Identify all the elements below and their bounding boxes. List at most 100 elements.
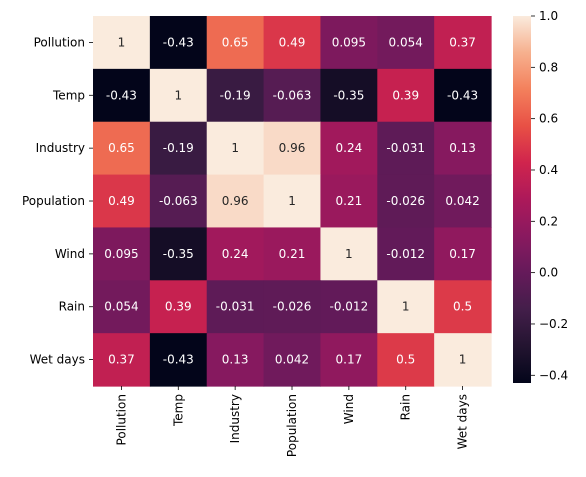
cell-value-label: -0.012 [386, 247, 425, 261]
cell-value-label: 1 [345, 247, 353, 261]
cell-value-label: -0.43 [106, 88, 137, 102]
cell-value-label: 1 [459, 353, 467, 367]
colorbar-tick-label: −0.2 [539, 317, 568, 331]
cell-value-label: 0.39 [392, 88, 419, 102]
cell-value-label: 0.49 [108, 194, 135, 208]
heatmap-cell [320, 16, 378, 70]
cell-value-label: 0.5 [453, 300, 472, 314]
heatmap-cell [149, 68, 208, 123]
heatmap-cell [377, 333, 435, 387]
heatmap-cell [377, 121, 435, 176]
colorbar [513, 16, 531, 383]
colorbar-tick-label: 0.8 [539, 60, 558, 74]
heatmap-cell-labels: 1 -0.43 0.65 0.49 0.095 0.054 0.37 -0.43 1 -0.19 -… [104, 35, 480, 366]
colorbar-ticks: −0.4 −0.2 0.0 0.2 0.4 0.6 0.8 1.0 [531, 9, 568, 382]
cell-value-label: 0.37 [449, 35, 476, 49]
heatmap-cell [93, 121, 151, 176]
heatmap-cell [206, 174, 265, 229]
heatmap-cell [93, 280, 151, 334]
y-tick-label: Population [22, 194, 85, 208]
cell-value-label: -0.031 [216, 300, 255, 314]
cell-value-label: 0.21 [336, 194, 363, 208]
heatmap-cell [263, 16, 322, 70]
heatmap-cell [149, 227, 208, 281]
cell-value-label: 0.5 [396, 353, 415, 367]
cell-value-label: -0.026 [386, 194, 425, 208]
colorbar-tick-label: −0.4 [539, 368, 568, 382]
heatmap-cell [93, 227, 151, 281]
cell-value-label: -0.19 [163, 141, 194, 155]
cell-value-label: -0.35 [163, 247, 194, 261]
x-tick-label: Rain [399, 394, 413, 420]
heatmap-cell [320, 121, 378, 176]
cell-value-label: -0.026 [273, 300, 312, 314]
x-tick-label: Wet days [456, 394, 470, 449]
y-tick-label: Industry [36, 141, 85, 155]
x-tick-label: Population [285, 394, 299, 457]
cell-value-label: 0.21 [279, 247, 306, 261]
heatmap-cell [434, 227, 492, 281]
cell-value-label: 0.042 [445, 194, 479, 208]
x-tick-label: Wind [342, 394, 356, 424]
cell-value-label: -0.43 [163, 35, 194, 49]
heatmap-cell [320, 333, 378, 387]
heatmap-cell [434, 68, 492, 123]
heatmap-cell [377, 68, 435, 123]
y-tick-label: Wind [55, 247, 85, 261]
heatmap-cell [377, 227, 435, 281]
heatmap-cell [149, 121, 208, 176]
cell-value-label: 0.96 [279, 141, 306, 155]
heatmap-cell [434, 121, 492, 176]
cell-value-label: 0.054 [389, 35, 423, 49]
heatmap-cell [206, 333, 265, 387]
x-tick-label: Temp [171, 394, 185, 427]
colorbar-tick-label: 0.6 [539, 112, 558, 126]
cell-value-label: 1 [174, 88, 182, 102]
cell-value-label: -0.031 [386, 141, 425, 155]
cell-value-label: -0.063 [273, 88, 312, 102]
x-axis-ticks: Pollution Temp Industry Population Wind Rain W… [114, 386, 470, 457]
heatmap-cell [149, 174, 208, 229]
cell-value-label: -0.43 [163, 353, 194, 367]
heatmap-cell [206, 16, 265, 70]
cell-value-label: 0.095 [332, 35, 366, 49]
heatmap-cells [93, 16, 492, 387]
cell-value-label: 0.65 [222, 35, 249, 49]
heatmap-cell [320, 227, 378, 281]
cell-value-label: 1 [288, 194, 296, 208]
heatmap-cell [206, 68, 265, 123]
heatmap-cell [434, 16, 492, 70]
cell-value-label: -0.063 [159, 194, 198, 208]
heatmap-cell [263, 68, 322, 123]
heatmap-cell [263, 174, 322, 229]
heatmap-cell [377, 16, 435, 70]
cell-value-label: -0.012 [330, 300, 369, 314]
cell-value-label: 1 [402, 300, 410, 314]
heatmap-cell [320, 280, 378, 334]
cell-value-label: -0.19 [220, 88, 251, 102]
heatmap-cell [263, 227, 322, 281]
heatmap-cell [263, 121, 322, 176]
heatmap-cell [206, 227, 265, 281]
heatmap-cell [434, 174, 492, 229]
heatmap-cell [377, 280, 435, 334]
x-tick-label: Pollution [114, 394, 128, 445]
colorbar-tick-label: 0.2 [539, 214, 558, 228]
cell-value-label: 0.13 [222, 353, 249, 367]
colorbar-tick-label: 0.0 [539, 266, 558, 280]
heatmap-cell [93, 68, 151, 123]
cell-value-label: 0.65 [108, 141, 135, 155]
cell-value-label: 0.39 [165, 300, 192, 314]
heatmap-cell [149, 280, 208, 334]
y-tick-label: Wet days [30, 353, 85, 367]
cell-value-label: 0.49 [279, 35, 306, 49]
cell-value-label: 0.13 [449, 141, 476, 155]
heatmap-cell [149, 333, 208, 387]
cell-value-label: 0.37 [108, 353, 135, 367]
cell-value-label: 1 [118, 35, 126, 49]
heatmap-cell [206, 280, 265, 334]
heatmap-cell [377, 174, 435, 229]
y-axis-ticks: Pollution Temp Industry Population Wind Rain W… [22, 35, 93, 367]
y-tick-label: Rain [59, 300, 85, 314]
heatmap-cell [263, 333, 322, 387]
